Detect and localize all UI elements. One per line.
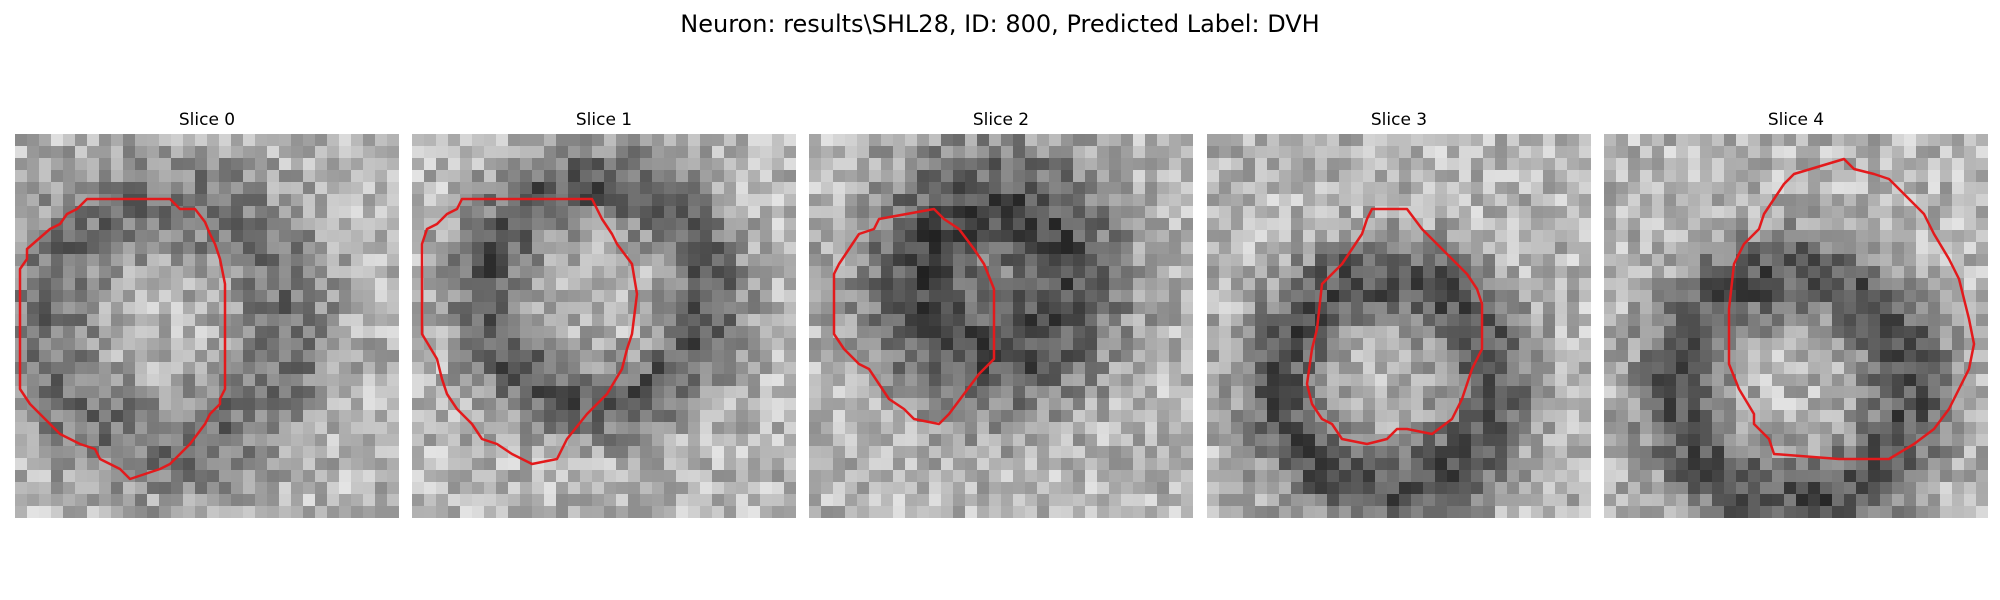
slice-svg bbox=[1207, 134, 1591, 518]
slice-title: Slice 2 bbox=[972, 110, 1030, 130]
slice-panel-1: Slice 1 bbox=[412, 108, 796, 518]
slice-title: Slice 1 bbox=[575, 110, 633, 130]
slice-svg bbox=[809, 134, 1193, 518]
slice-image bbox=[809, 134, 1193, 518]
roi-contour bbox=[420, 197, 639, 466]
roi-contour bbox=[1727, 157, 1976, 461]
roi-contour bbox=[18, 197, 227, 481]
slice-title: Slice 3 bbox=[1370, 110, 1428, 130]
figure-title: Neuron: results\SHL28, ID: 800, Predicte… bbox=[680, 10, 1320, 38]
slice-title: Slice 0 bbox=[178, 110, 236, 130]
slice-panel-0: Slice 0 bbox=[15, 108, 399, 518]
slice-title: Slice 4 bbox=[1767, 110, 1825, 130]
slice-image bbox=[15, 134, 399, 518]
slice-panel-4: Slice 4 bbox=[1604, 108, 1988, 518]
slice-panel-2: Slice 2 bbox=[809, 108, 1193, 518]
slice-svg bbox=[412, 134, 796, 518]
roi-contour bbox=[832, 207, 996, 426]
roi-contour bbox=[1305, 207, 1484, 446]
slice-svg bbox=[15, 134, 399, 518]
slice-image bbox=[1207, 134, 1591, 518]
slice-svg bbox=[1604, 134, 1988, 518]
slice-image bbox=[1604, 134, 1988, 518]
slice-image bbox=[412, 134, 796, 518]
slice-panel-3: Slice 3 bbox=[1207, 108, 1591, 518]
